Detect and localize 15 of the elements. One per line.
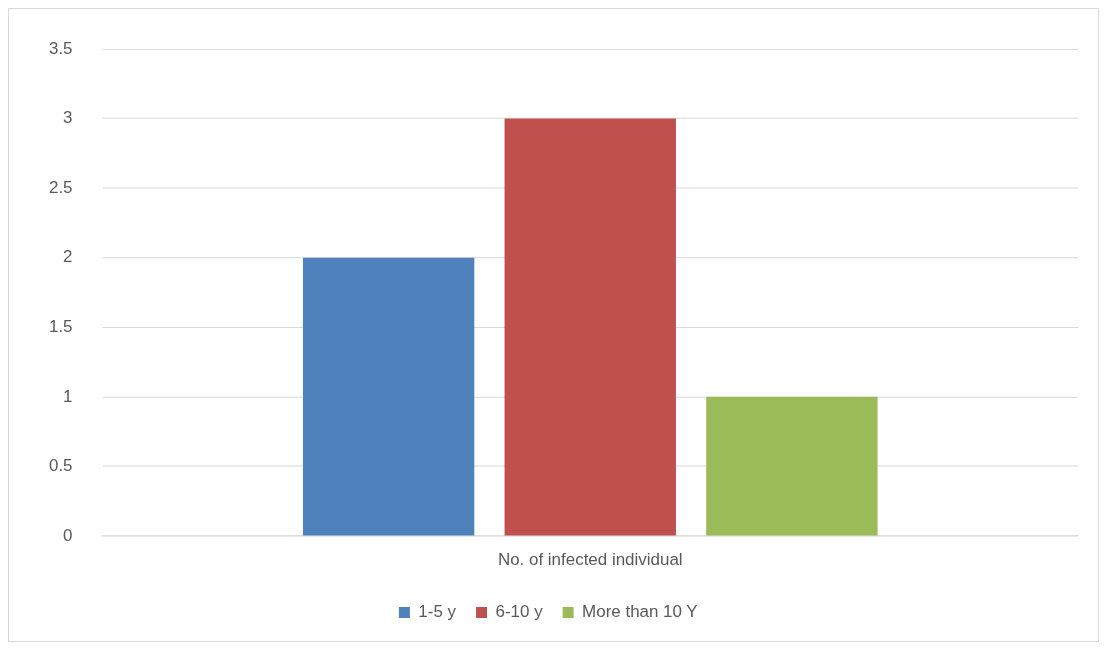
y-tick-label: 1.5 [48, 316, 73, 336]
bar [504, 118, 676, 536]
legend-label: 6-10 y [495, 602, 544, 622]
x-tick-label: No. of infected individual [497, 549, 683, 569]
y-tick-label: 3.5 [48, 38, 73, 58]
bar [302, 257, 475, 536]
legend-label: More than 10 Y [582, 602, 698, 622]
y-tick-label: 1 [63, 386, 73, 406]
y-tick-label: 2 [63, 247, 73, 267]
y-tick-label: 0 [63, 525, 73, 545]
bar [706, 396, 878, 536]
y-tick-label: 3 [63, 108, 73, 128]
legend-label: 1-5 y [418, 602, 457, 622]
y-tick-label: 0.5 [48, 456, 73, 476]
y-tick-label: 2.5 [48, 177, 73, 197]
